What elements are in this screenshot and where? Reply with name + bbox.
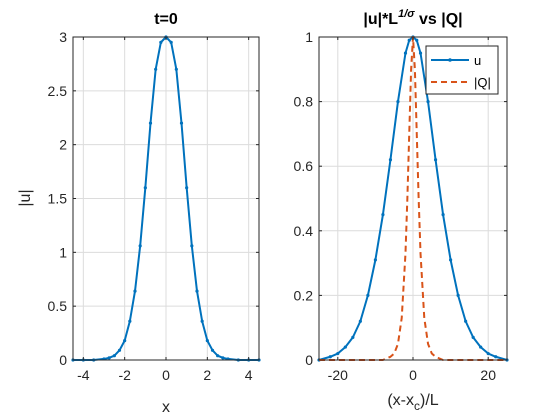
data-point	[107, 356, 111, 360]
x-tick-label: -20	[328, 367, 348, 383]
data-point	[159, 40, 163, 44]
legend-marker-u	[448, 58, 452, 62]
data-point	[123, 339, 127, 343]
data-point	[133, 289, 137, 293]
data-point	[205, 339, 209, 343]
data-point	[373, 258, 377, 262]
legend-label-u: u	[474, 53, 481, 68]
data-point	[154, 67, 158, 71]
x-tick-label: 2	[203, 367, 211, 383]
data-point	[179, 121, 184, 125]
data-point	[351, 335, 355, 339]
data-point	[494, 355, 498, 359]
right-title-main: |u|*L	[363, 11, 398, 28]
data-point	[148, 121, 153, 125]
data-point	[117, 348, 122, 352]
data-point	[138, 244, 142, 248]
data-point	[433, 158, 438, 162]
y-tick-label: 1	[305, 29, 313, 45]
x-tick-label: 0	[162, 367, 170, 383]
left-plot-title: t=0	[154, 11, 178, 28]
legend-label-q: |Q|	[474, 75, 491, 90]
y-tick-label: 0.8	[294, 94, 314, 110]
legend-box	[425, 45, 499, 95]
y-tick-label: 0.6	[294, 158, 314, 174]
data-point	[195, 289, 199, 293]
data-point	[456, 293, 460, 297]
data-point	[381, 213, 385, 217]
data-point	[471, 335, 475, 339]
right-title-suffix: vs |Q|	[415, 11, 463, 28]
x-tick-label: -2	[118, 367, 131, 383]
data-point	[418, 51, 423, 55]
left-x-axis-title: x	[162, 399, 170, 416]
y-tick-label: 2.5	[48, 83, 68, 99]
right-plot-panel: -20 0 20 0 0.2 0.4 0.6 0.8 1 |u|*L1/σ vs |Q| (x-…	[294, 8, 509, 413]
x-tick-label: 0	[409, 367, 417, 383]
right-ticks: -20 0 20 0 0.2 0.4 0.6 0.8 1	[294, 29, 507, 383]
right-legend: u |Q|	[425, 45, 499, 95]
data-point	[200, 319, 204, 323]
data-point	[486, 351, 490, 356]
data-point	[128, 319, 132, 323]
y-tick-label: 0	[305, 352, 313, 368]
data-point	[210, 348, 215, 352]
data-point	[190, 244, 194, 248]
data-point	[441, 213, 445, 217]
data-point	[185, 186, 189, 190]
y-tick-label: 1.5	[48, 191, 68, 207]
data-point	[396, 100, 400, 104]
data-point	[407, 38, 411, 42]
data-point	[388, 158, 393, 162]
data-point	[366, 293, 370, 297]
data-point	[343, 345, 347, 349]
y-tick-label: 0	[59, 352, 67, 368]
left-ticks: -4 -2 0 2 4 0 0.5 1 1.5 2 2.5 3	[48, 29, 259, 383]
data-point	[403, 51, 408, 55]
right-plot-title: |u|*L1/σ vs |Q|	[363, 8, 462, 28]
left-plot-panel: -4 -2 0 2 4 0 0.5 1 1.5 2 2.5 3 t=0 x |u|	[17, 11, 261, 416]
y-tick-label: 1	[59, 244, 67, 260]
data-point	[216, 354, 220, 358]
data-point	[143, 186, 147, 190]
right-xlabel-suffix: )/L	[420, 392, 439, 409]
data-point	[449, 258, 453, 262]
x-tick-label: 20	[480, 367, 496, 383]
data-point	[358, 319, 362, 323]
right-xlabel-subscript: c	[414, 399, 420, 413]
data-point	[464, 319, 468, 323]
y-tick-label: 0.4	[294, 223, 314, 239]
y-tick-label: 3	[59, 29, 67, 45]
y-tick-label: 0.2	[294, 287, 314, 303]
left-y-axis-title: |u|	[17, 189, 34, 206]
data-point	[174, 67, 178, 71]
data-point	[221, 356, 225, 360]
data-point	[415, 38, 419, 42]
data-point	[479, 345, 483, 349]
data-point	[336, 351, 340, 356]
right-xlabel-main: (x-x	[387, 392, 414, 409]
data-point	[169, 40, 173, 44]
data-point	[328, 355, 332, 359]
x-tick-label: -4	[77, 367, 90, 383]
x-tick-label: 4	[245, 367, 253, 383]
data-point	[112, 354, 116, 358]
y-tick-label: 0.5	[48, 298, 68, 314]
data-point	[426, 100, 430, 104]
right-x-axis-title: (x-xc)/L	[387, 392, 438, 413]
right-title-superscript: 1/σ	[398, 8, 415, 20]
y-tick-label: 2	[59, 137, 67, 153]
